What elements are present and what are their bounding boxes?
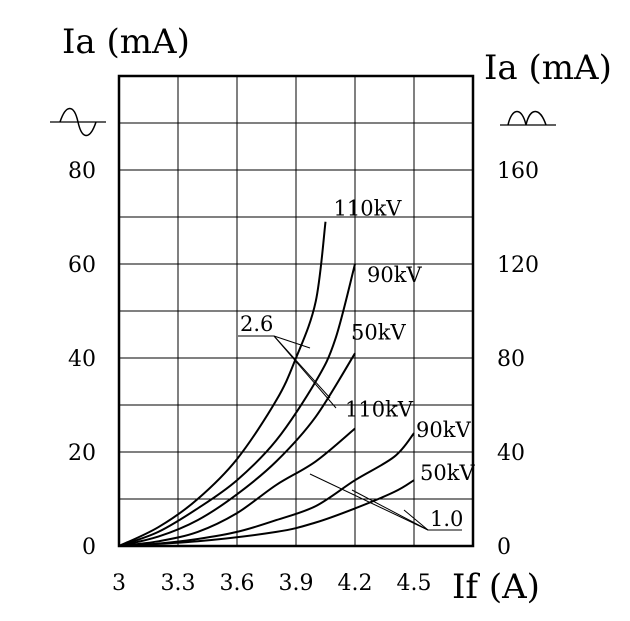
- right-tick-label: 80: [497, 347, 525, 372]
- group-leader: [403, 509, 429, 531]
- x-axis-title: If (A): [452, 567, 540, 607]
- right-tick-label: 0: [497, 535, 511, 560]
- right-tick-label: 40: [497, 441, 525, 466]
- series-label: 90kV: [367, 263, 422, 287]
- plot-frame: [117, 74, 475, 548]
- group-leaders: [238, 335, 462, 531]
- grid: [119, 76, 473, 546]
- right-tick-label: 120: [497, 253, 539, 278]
- left-axis-title: Ia (mA): [62, 22, 190, 62]
- right-tick-labels: 0 40 80 120 160: [497, 159, 539, 560]
- series-curve: [118, 221, 327, 547]
- x-tick-label: 3: [112, 571, 126, 596]
- left-tick-label: 0: [82, 535, 96, 560]
- right-tick-label: 160: [497, 159, 539, 184]
- group-label: 2.6: [240, 312, 273, 336]
- group-leader: [273, 335, 311, 349]
- series-curve: [118, 352, 356, 547]
- x-tick-label: 3.6: [220, 571, 255, 596]
- x-tick-label: 4.5: [397, 571, 432, 596]
- series-label: 110kV: [334, 197, 403, 221]
- left-tick-label: 40: [68, 347, 96, 372]
- group-leader: [309, 473, 429, 531]
- x-tick-label: 3.9: [279, 571, 314, 596]
- series-label: 110kV: [345, 398, 414, 422]
- group-leader: [273, 335, 337, 409]
- series-curve: [118, 263, 356, 547]
- sine-wave-icon: [50, 107, 106, 137]
- x-tick-label: 3.3: [161, 571, 196, 596]
- series-curve: [118, 479, 415, 547]
- left-tick-label: 20: [68, 441, 96, 466]
- series-label: 50kV: [351, 320, 406, 344]
- group-label: 1.0: [430, 507, 463, 531]
- left-tick-labels: 0 20 40 60 80: [68, 159, 96, 560]
- x-tick-labels: 3 3.3 3.6 3.9 4.2 4.5: [112, 571, 432, 596]
- group-leader: [351, 489, 429, 531]
- right-axis-title: Ia (mA): [484, 48, 612, 88]
- rectified-half-wave-icon: [500, 110, 556, 126]
- curves: [118, 221, 415, 547]
- left-tick-label: 60: [68, 253, 96, 278]
- series-label: 90kV: [416, 418, 471, 442]
- left-tick-label: 80: [68, 159, 96, 184]
- x-tick-label: 4.2: [338, 571, 373, 596]
- series-label: 50kV: [420, 461, 475, 485]
- series-curve: [118, 427, 356, 547]
